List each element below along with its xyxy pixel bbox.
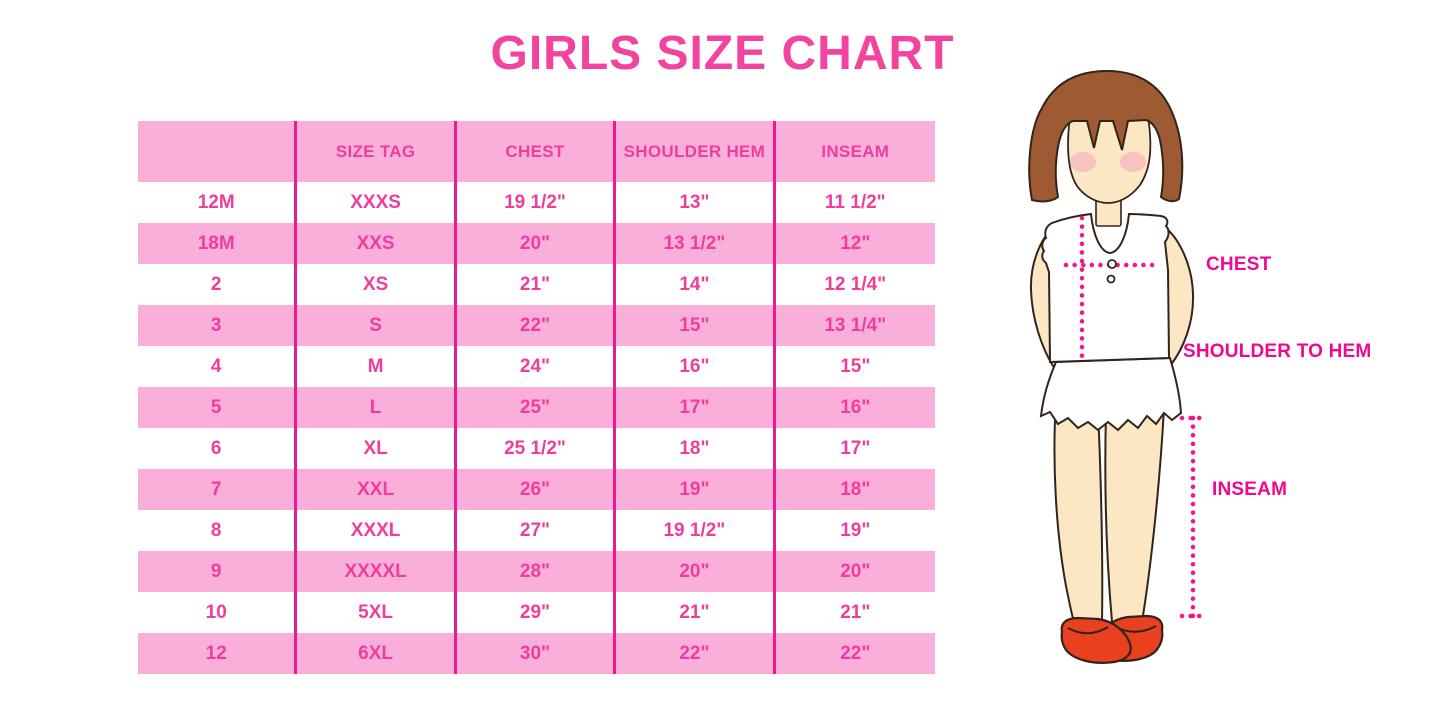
table-cell: 13 1/2" <box>616 223 776 264</box>
table-cell: 7 <box>138 469 298 510</box>
table-cell: 20" <box>616 551 776 592</box>
table-cell: XXL <box>297 469 457 510</box>
table-header-cell: SIZE TAG <box>297 121 457 182</box>
table-cell: 16" <box>616 346 776 387</box>
table-cell: 25 1/2" <box>456 428 617 469</box>
table-cell: 21" <box>775 592 935 633</box>
table-cell: 15" <box>616 305 776 346</box>
table-cell: 21" <box>456 264 617 305</box>
table-cell: 19 1/2" <box>616 510 776 551</box>
table-cell: 21" <box>616 592 776 633</box>
table-cell: 6XL <box>297 633 457 674</box>
table-header-cell: CHEST <box>456 121 617 182</box>
skirt-shape <box>1039 356 1183 432</box>
shoulder-to-hem-measurement-label: SHOULDER TO HEM <box>1183 341 1372 362</box>
table-cell: 28" <box>456 551 617 592</box>
table-cell: XXXXL <box>297 551 457 592</box>
table-header-cell: INSEAM <box>775 121 935 182</box>
left-shoe-shape <box>1060 616 1132 664</box>
table-cell: 12M <box>138 182 298 223</box>
table-header-cell <box>138 121 298 182</box>
table-cell: 18" <box>616 428 776 469</box>
left-blush <box>1070 152 1096 172</box>
table-cell: XL <box>297 428 457 469</box>
table-cell: 26" <box>456 469 617 510</box>
table-cell: 25" <box>456 387 617 428</box>
top-shape <box>1041 212 1171 364</box>
table-cell: 6 <box>138 428 298 469</box>
table-cell: XXS <box>297 223 457 264</box>
table-cell: M <box>297 346 457 387</box>
left-shoe-strap <box>1067 626 1109 635</box>
table-cell: 20" <box>775 551 935 592</box>
face-shape <box>1067 115 1152 204</box>
table-cell: XS <box>297 264 457 305</box>
page-title: GIRLS SIZE CHART <box>490 27 955 80</box>
right-blush <box>1120 152 1146 172</box>
table-cell: S <box>297 305 457 346</box>
left-leg-shape <box>1053 398 1104 623</box>
table-cell: 17" <box>616 387 776 428</box>
table-cell: 19" <box>616 469 776 510</box>
table-cell: 19 1/2" <box>456 182 617 223</box>
size-table: SIZE TAG CHEST SHOULDER HEM INSEAM 12M XXXS 19… <box>138 121 935 674</box>
table-cell: 14" <box>616 264 776 305</box>
table-cell: 16" <box>775 387 935 428</box>
table-cell: 17" <box>775 428 935 469</box>
table-cell: 13" <box>616 182 776 223</box>
girl-measurement-illustration <box>1028 69 1207 664</box>
table-cell: 9 <box>138 551 298 592</box>
table-cell: 3 <box>138 305 298 346</box>
table-cell: 15" <box>775 346 935 387</box>
table-cell: L <box>297 387 457 428</box>
right-leg-shape <box>1104 406 1166 623</box>
table-cell: 22" <box>775 633 935 674</box>
table-cell: 12 1/4" <box>775 264 935 305</box>
table-cell: 22" <box>616 633 776 674</box>
table-cell: 19" <box>775 510 935 551</box>
table-cell: 11 1/2" <box>775 182 935 223</box>
table-cell: 8 <box>138 510 298 551</box>
table-header-cell: SHOULDER HEM <box>616 121 776 182</box>
table-cell: 20" <box>456 223 617 264</box>
table-cell: 27" <box>456 510 617 551</box>
table-cell: 18M <box>138 223 298 264</box>
table-cell: 18" <box>775 469 935 510</box>
table-cell: 5 <box>138 387 298 428</box>
table-cell: 13 1/4" <box>775 305 935 346</box>
inseam-measurement-label: INSEAM <box>1212 479 1288 500</box>
table-cell: 10 <box>138 592 298 633</box>
table-cell: 12" <box>775 223 935 264</box>
bottom-button <box>1106 274 1116 284</box>
table-cell: 12 <box>138 633 298 674</box>
table-cell: 24" <box>456 346 617 387</box>
table-cell: 29" <box>456 592 617 633</box>
table-cell: 30" <box>456 633 617 674</box>
chest-measurement-label: CHEST <box>1206 254 1272 275</box>
table-cell: XXXS <box>297 182 457 223</box>
table-cell: 22" <box>456 305 617 346</box>
table-cell: XXXL <box>297 510 457 551</box>
hair-shape <box>1028 69 1184 203</box>
table-cell: 4 <box>138 346 298 387</box>
table-cell: 2 <box>138 264 298 305</box>
top-button <box>1107 259 1117 269</box>
table-cell: 5XL <box>297 592 457 633</box>
